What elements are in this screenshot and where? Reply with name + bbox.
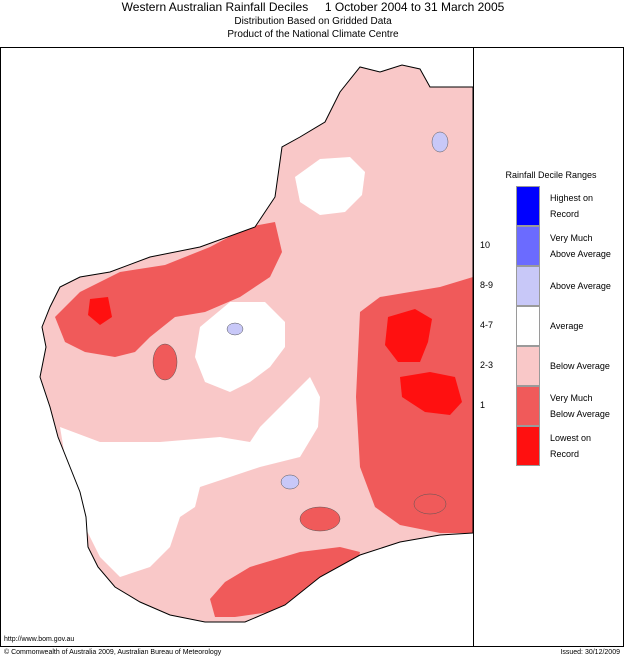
legend-label: Above Average [550,278,622,294]
legend-decile: 8-9 [480,280,494,290]
source-url[interactable]: http://www.bom.gov.au [4,636,75,643]
legend-label-line2: Below Average [550,409,610,419]
legend-label: Lowest on Record [550,430,622,462]
legend-label-line2: Record [550,209,580,219]
legend-swatch [516,306,540,346]
map-frame [0,47,624,647]
region-above-average-south [280,474,300,490]
legend-label-line1: Highest on [550,193,594,203]
region-very-much-below-spot-2 [413,493,447,515]
legend-label: Highest on Record [550,190,622,222]
legend-swatch [516,426,540,466]
region-above-average-central [226,322,244,336]
map-title: Western Australian Rainfall Deciles 1 Oc… [0,0,626,14]
legend-label: Very Much Below Average [550,390,622,422]
legend-label-line1: Lowest on [550,433,592,443]
legend-decile: 1 [480,400,486,410]
region-very-much-below-northwest [55,222,282,357]
region-very-much-below-spot-3 [152,343,178,381]
legend-divider [473,47,474,647]
legend-swatch [516,226,540,266]
legend-label-line1: Above Average [550,281,611,291]
subtitle-gridded: Distribution Based on Gridded Data [234,16,392,27]
region-lowest-east [385,309,432,362]
legend-title: Rainfall Decile Ranges [505,170,597,180]
legend-swatch [516,386,540,426]
legend-swatch [516,346,540,386]
legend-swatch [516,186,540,226]
region-average-north [295,157,365,215]
title-text: Western Australian Rainfall Deciles [121,0,309,14]
legend-decile: 4-7 [480,320,494,330]
legend-label-line1: Very Much [550,393,593,403]
legend-label: Very Much Above Average [550,230,622,262]
legend-decile: 2-3 [480,360,494,370]
legend-label-line1: Average [550,321,584,331]
legend-label-line1: Below Average [550,361,610,371]
rainfall-map [39,64,473,623]
region-average-southwest [60,377,320,577]
copyright-text: © Commonwealth of Australia 2009, Austra… [4,649,222,656]
region-lowest-northwest [88,297,112,325]
legend-swatch [516,266,540,306]
region-very-much-below-spot [299,506,341,532]
legend-label: Below Average [550,358,622,374]
legend-label: Average [550,318,622,334]
region-average-central [195,302,285,392]
period-text: 1 October 2004 to 31 March 2005 [324,0,505,14]
decile-regions [40,65,473,622]
region-above-average-northeast [431,131,449,153]
region-lowest-southeast [400,372,462,415]
legend-decile: 10 [480,240,491,250]
legend-label-line2: Record [550,449,580,459]
subtitle-product: Product of the National Climate Centre [227,29,399,40]
issued-date: Issued: 30/12/2009 [560,649,620,656]
legend-label-line2: Above Average [550,249,611,259]
region-very-much-below-south [210,547,360,617]
legend-label-line1: Very Much [550,233,593,243]
